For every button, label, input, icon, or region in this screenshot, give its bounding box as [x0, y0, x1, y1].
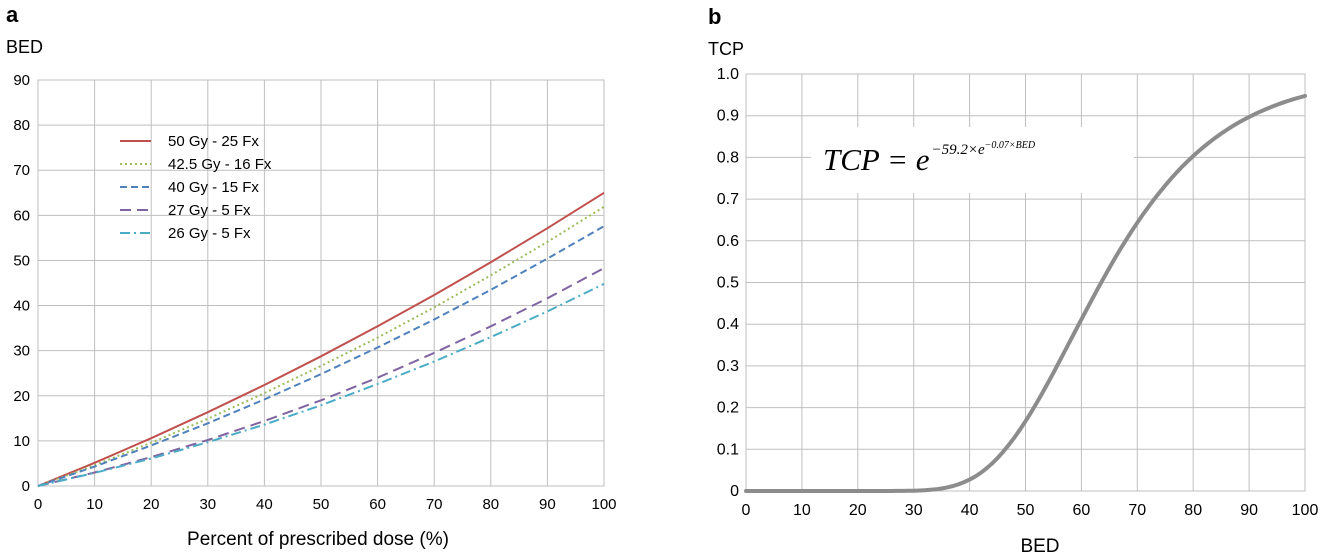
legend-label-2: 42.5 Gy - 16 Fx: [168, 156, 272, 173]
series-line-3: [37, 225, 605, 487]
x-tick-label: 20: [143, 496, 160, 513]
series-group-b: [744, 93, 1307, 493]
equation-exponent: −59.2×e: [931, 142, 984, 158]
x-tick-label: 60: [369, 496, 386, 513]
series-line-4: [37, 267, 605, 487]
series-line-1: [37, 191, 605, 487]
x-tick-label: 60: [1073, 502, 1091, 519]
y-tick-label: 0.1: [717, 441, 739, 458]
x-axis-title-a: Percent of prescribed dose (%): [187, 529, 449, 550]
x-axis-title-b: BED: [1020, 536, 1059, 556]
x-tick-label: 40: [256, 496, 273, 513]
y-tick-label: 1.0: [717, 66, 739, 83]
series-line-2: [37, 205, 605, 487]
y-tick-label: 0: [22, 478, 30, 495]
y-tick-label: 90: [13, 72, 30, 89]
y-tick-label: 0: [730, 483, 739, 500]
y-tick-label: 60: [13, 207, 30, 224]
x-tick-label: 90: [1240, 502, 1258, 519]
legend-label-3: 40 Gy - 15 Fx: [168, 179, 259, 196]
x-tick-label: 80: [1184, 502, 1202, 519]
x-tick-label: 90: [539, 496, 556, 513]
tick-labels-a: 0 10 20 30 40 50 60 70 80 90 100 0 10 20 30 40 50 60 70 80 9…: [13, 72, 616, 513]
tcp-equation: TCP = e −59.2×e−0.07×BED: [823, 140, 1036, 177]
x-tick-label: 70: [1128, 502, 1146, 519]
x-tick-label: 50: [313, 496, 330, 513]
series-group-a: [37, 191, 605, 487]
x-tick-label: 10: [86, 496, 103, 513]
y-tick-label: 10: [13, 433, 30, 450]
y-tick-label: 0.7: [717, 191, 739, 208]
y-tick-label: 20: [13, 388, 30, 405]
x-tick-label: 20: [849, 502, 867, 519]
y-tick-label: 0.9: [717, 108, 739, 125]
plot-frame-b: [745, 73, 1306, 492]
equation-box: [811, 127, 1134, 193]
legend-a: 50 Gy - 25 Fx 42.5 Gy - 16 Fx 40 Gy - 15 F…: [120, 133, 272, 242]
tick-labels-b: 0 10 20 30 40 50 60 70 80 90 100 0 0.1 0.2 0.3 0.4 0.5 0.…: [717, 66, 1319, 519]
y-tick-label: 70: [13, 162, 30, 179]
panel-label-b: b: [708, 4, 721, 29]
x-tick-label: 80: [482, 496, 499, 513]
tcp-curve: [744, 93, 1307, 493]
y-tick-label: 0.4: [717, 316, 739, 333]
y-tick-label: 30: [13, 343, 30, 360]
x-tick-label: 0: [34, 496, 42, 513]
y-tick-label: 40: [13, 298, 30, 315]
equation-lhs: TCP = e: [823, 142, 930, 177]
x-tick-label: 100: [1292, 502, 1319, 519]
x-tick-label: 70: [426, 496, 443, 513]
y-tick-label: 50: [13, 252, 30, 269]
chart-b: b TCP 0 10 20 30 40 50 60 70 80 90 100 0 0.1 0.2 0.3 0.…: [708, 4, 1319, 556]
equation-inner-exponent: −0.07×BED: [985, 140, 1036, 151]
x-tick-label: 30: [199, 496, 216, 513]
grid-a: [37, 79, 605, 487]
x-tick-label: 50: [1017, 502, 1035, 519]
legend-label-5: 26 Gy - 5 Fx: [168, 225, 251, 242]
legend-label-1: 50 Gy - 25 Fx: [168, 133, 259, 150]
y-tick-label: 0.2: [717, 400, 739, 417]
x-tick-label: 10: [793, 502, 811, 519]
x-tick-label: 100: [591, 496, 616, 513]
chart-a: a BED 0 10 20 30 40 50 60 70 80 90 100 0 10 20 30 40 50 6…: [6, 2, 617, 550]
y-tick-label: 0.8: [717, 149, 739, 166]
y-axis-title-a: BED: [6, 37, 43, 57]
plot-frame-a: [37, 79, 605, 487]
panel-label-a: a: [6, 2, 19, 27]
x-tick-label: 40: [961, 502, 979, 519]
y-tick-label: 80: [13, 117, 30, 134]
y-tick-label: 0.3: [717, 358, 739, 375]
y-axis-title-b: TCP: [708, 39, 744, 59]
legend-label-4: 27 Gy - 5 Fx: [168, 202, 251, 219]
x-tick-label: 30: [905, 502, 923, 519]
y-tick-label: 0.6: [717, 233, 739, 250]
x-tick-label: 0: [742, 502, 751, 519]
y-tick-label: 0.5: [717, 275, 739, 292]
series-line-5: [37, 283, 605, 487]
